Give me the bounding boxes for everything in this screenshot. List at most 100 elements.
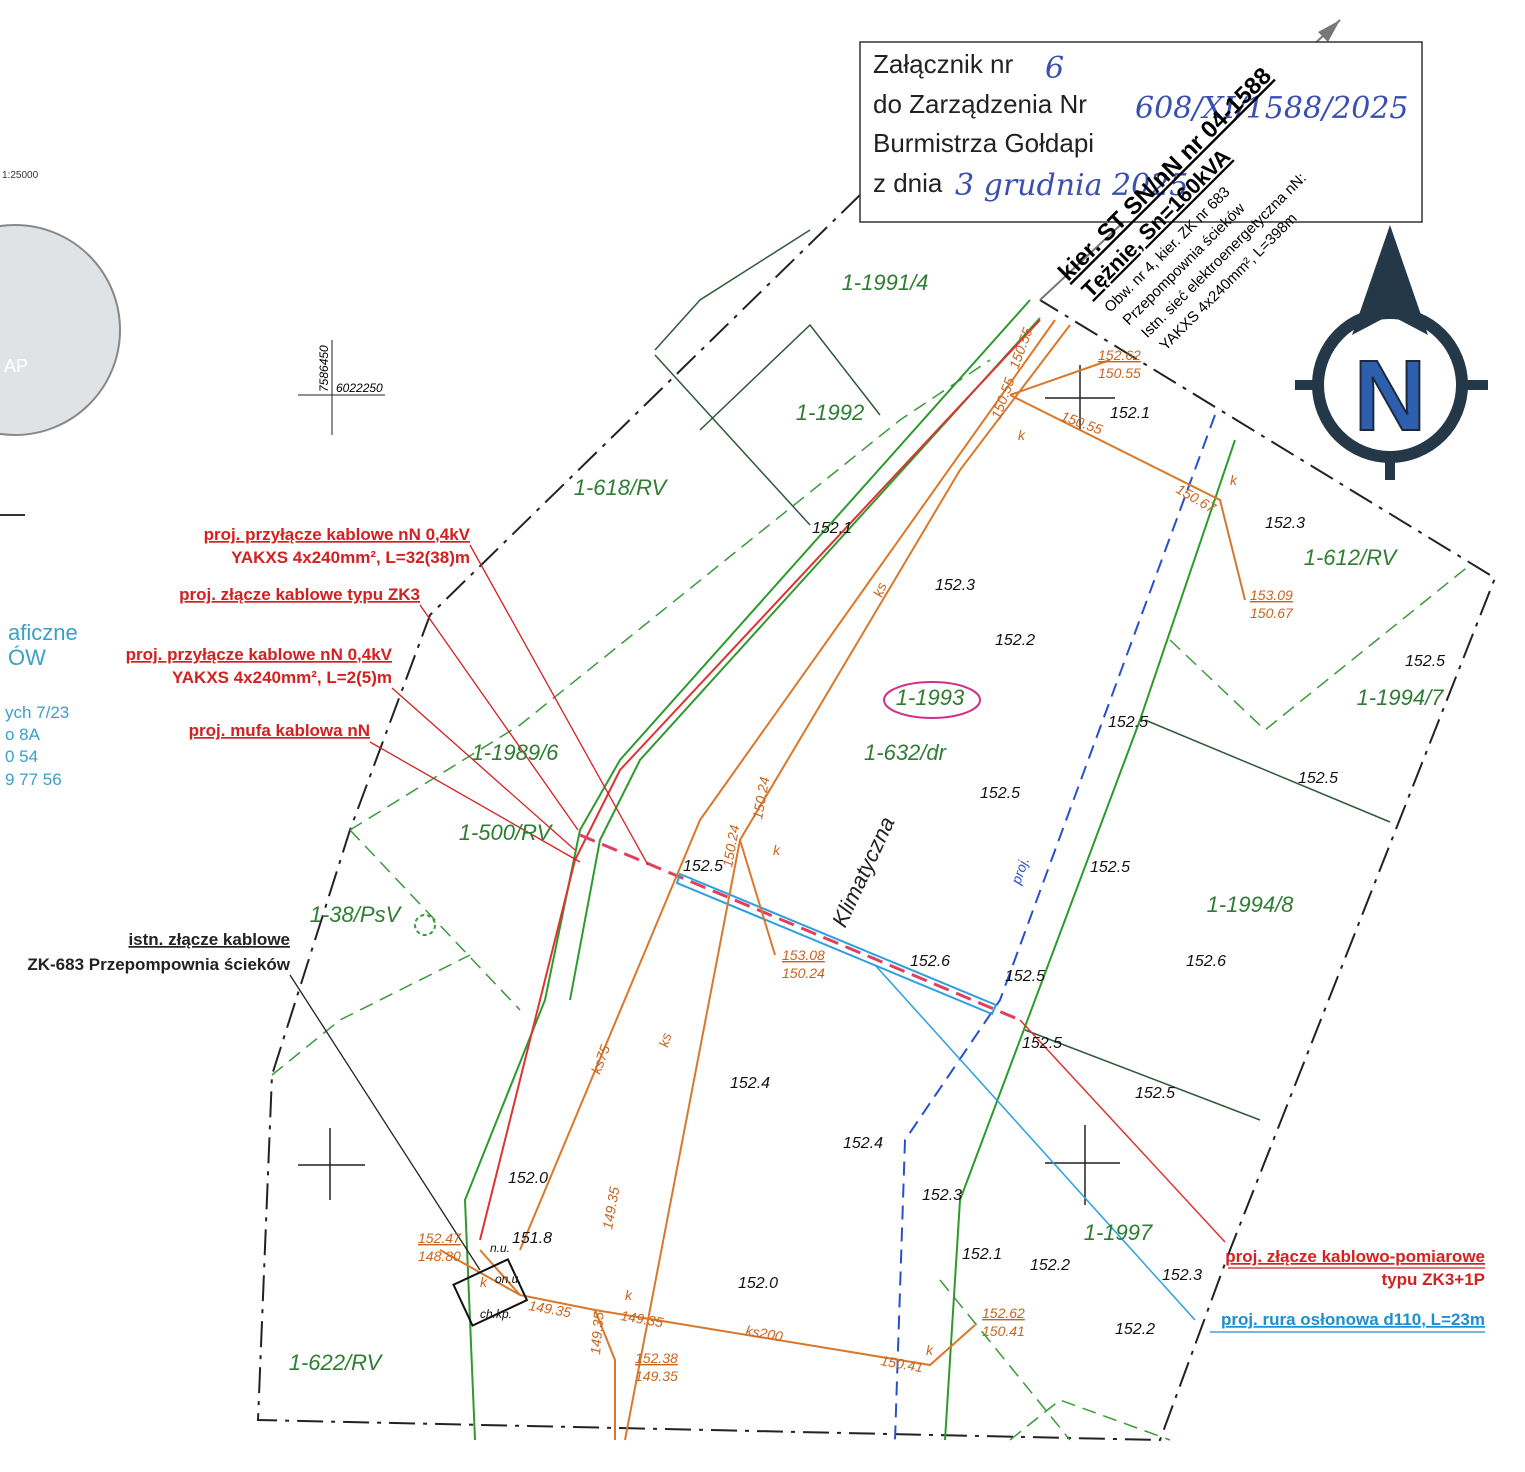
- network-label: 149.35: [599, 1185, 622, 1230]
- header-text: Burmistrza Gołdapi: [873, 128, 1094, 158]
- parcel-number: 1-1997: [1084, 1220, 1153, 1245]
- header-text: do Zarządzenia Nr: [873, 89, 1087, 119]
- network-label: k: [1230, 472, 1238, 488]
- elevation: 152.2: [995, 632, 1035, 649]
- elevation: 152.3: [922, 1187, 962, 1204]
- header-text: z dnia: [873, 168, 943, 198]
- network-label: 150.55: [1059, 408, 1105, 438]
- elevation: 152.3: [1162, 1267, 1202, 1284]
- network-label: 150.24: [719, 823, 742, 868]
- callout-text: YAKXS 4x240mm², L=32(38)m: [231, 548, 470, 567]
- side-text-line: 0 54: [5, 747, 38, 766]
- invert-bottom: 150.55: [1098, 365, 1141, 381]
- elevation: 151.8: [512, 1230, 552, 1247]
- arrow-head: [1318, 20, 1340, 42]
- street-name: Klimatyczna: [827, 813, 900, 931]
- elevation: 152.5: [1135, 1085, 1175, 1102]
- north-compass: N: [1295, 225, 1488, 480]
- callout-text: YAKXS 4x240mm², L=2(5)m: [172, 668, 392, 687]
- parcel-number: 1-1992: [796, 400, 865, 425]
- elevation: 152.0: [508, 1170, 548, 1187]
- scale-label: 1:25000: [2, 170, 39, 181]
- elevation: 152.6: [1186, 953, 1226, 970]
- globe-label: AP: [4, 356, 28, 376]
- network-label: 149.35: [587, 1311, 607, 1355]
- callout-text: proj. złącze kablowo-pomiarowe: [1225, 1247, 1485, 1266]
- invert-top: 152.62: [1098, 347, 1141, 363]
- road-label: proj.: [1007, 855, 1032, 887]
- callout-leader: [469, 544, 649, 866]
- elevation: 152.2: [1030, 1257, 1070, 1274]
- network-label: 150.41: [879, 1352, 924, 1375]
- grid-crosses: [298, 365, 1120, 1205]
- invert-bottom: 150.24: [782, 965, 825, 981]
- site-label: ch.kp.: [480, 1307, 512, 1321]
- parcel-number: 1-1994/8: [1207, 892, 1295, 917]
- handwritten: 3 grudnia 2025: [955, 168, 1188, 203]
- parcel-number: 1-1993: [896, 685, 965, 710]
- invert-top: 152.62: [982, 1305, 1025, 1321]
- network-label: k: [1018, 427, 1026, 443]
- network-label: 149.35: [619, 1307, 664, 1330]
- callout-text: proj. mufa kablowa nN: [189, 721, 370, 740]
- invert-bottom: 150.41: [982, 1323, 1025, 1339]
- parcel-number: 1-1989/6: [472, 740, 560, 765]
- elevation: 152.5: [1090, 859, 1130, 876]
- side-text-line: 9 77 56: [5, 770, 62, 789]
- parcel-dashed: [271, 359, 1471, 1441]
- elevation: 152.5: [1022, 1035, 1062, 1052]
- invert-bottom: 149.35: [635, 1368, 678, 1384]
- projected-cable: [579, 833, 1021, 1022]
- tree-symbol: [414, 914, 436, 936]
- side-text-line: o 8A: [5, 725, 41, 744]
- elevation: 152.5: [683, 858, 723, 875]
- network-label: ks: [870, 580, 890, 599]
- callout-leader: [391, 687, 576, 851]
- parcel-number: 1-1994/7: [1357, 685, 1445, 710]
- invert-top: 152.38: [635, 1350, 678, 1366]
- site-label: on.u.: [495, 1272, 522, 1286]
- network-label: ks200: [744, 1322, 784, 1344]
- callout-text: proj. rura osłonowa d110, L=23m: [1221, 1310, 1485, 1329]
- handwritten: 6: [1045, 51, 1064, 86]
- parcel-number: 1-612/RV: [1304, 545, 1399, 570]
- parcel-number: 1-38/PsV: [310, 902, 403, 927]
- parcel-lines: [654, 229, 1391, 1121]
- callout-text: ZK-683 Przepompownia ścieków: [27, 955, 290, 974]
- pipe-leader: [874, 964, 1196, 1321]
- parcel-number: 1-500/RV: [459, 820, 554, 845]
- parcel-number: 1-618/RV: [574, 475, 669, 500]
- callout-text: proj. złącze kablowe typu ZK3: [179, 585, 420, 604]
- side-text-line: ÓW: [8, 645, 46, 670]
- svg-text:N: N: [1354, 340, 1426, 452]
- network-label: k: [480, 1274, 488, 1290]
- network-label: k: [773, 842, 781, 858]
- coordinate: 6022250: [336, 381, 383, 395]
- invert-top: 152.47: [418, 1230, 462, 1246]
- projected-road: [894, 414, 1216, 1441]
- handwritten: 608/XI/1588/2025: [1135, 91, 1409, 126]
- network-label: 150.55: [1006, 325, 1036, 371]
- network-label: 150.24: [749, 775, 772, 820]
- power-cable: [479, 319, 1041, 1241]
- callout-leader: [289, 974, 481, 1271]
- elevation: 152.6: [910, 953, 950, 970]
- road-edges: [463, 299, 1236, 1441]
- coordinate: 7586450: [317, 345, 331, 392]
- site-label: n.u.: [490, 1241, 510, 1255]
- network-label: 150.67: [1174, 481, 1220, 517]
- side-text-line: ych 7/23: [5, 703, 69, 722]
- elevation: 152.0: [738, 1275, 778, 1292]
- elevation: 152.3: [935, 577, 975, 594]
- callout-text: typu ZK3+1P: [1382, 1270, 1485, 1289]
- invert-top: 153.09: [1250, 587, 1293, 603]
- cable-leader: [1019, 1019, 1226, 1243]
- callout-text: istn. złącze kablowe: [128, 930, 290, 949]
- network-label: 149.35: [527, 1297, 572, 1320]
- callout-leader: [419, 604, 579, 831]
- pump-chamber: [452, 1258, 529, 1327]
- header-text: Załącznik nr: [873, 49, 1013, 79]
- network-label: k: [926, 1342, 934, 1358]
- network-label: k: [625, 1287, 633, 1303]
